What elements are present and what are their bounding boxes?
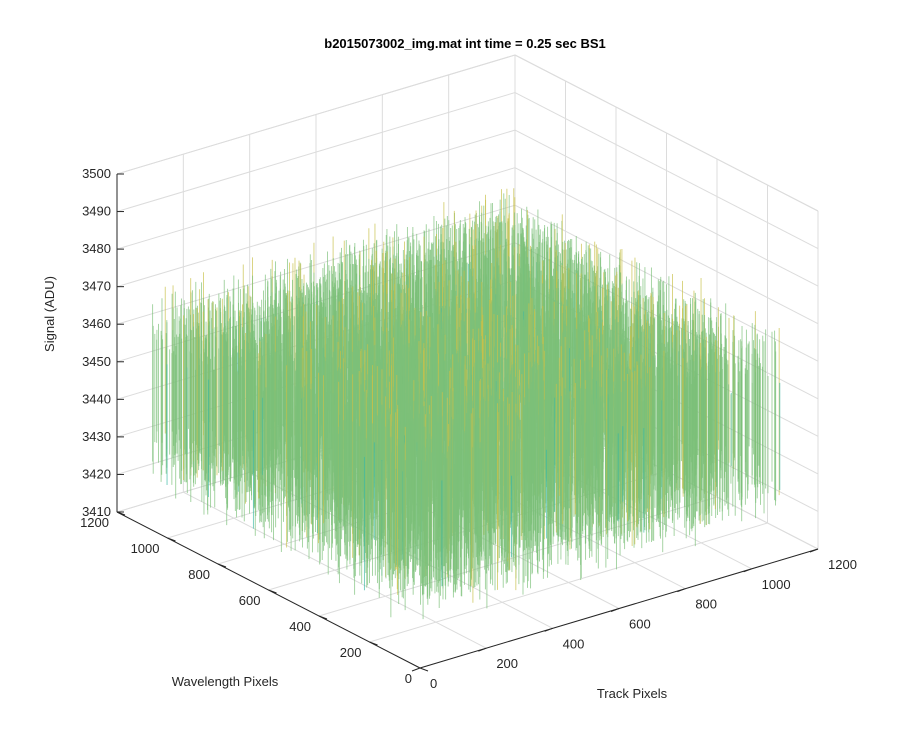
surface-layer: [152, 188, 781, 620]
gridline-y: [369, 522, 768, 643]
box-edge: [514, 54, 819, 212]
gridline-y: [318, 496, 718, 617]
box-edge: [116, 54, 516, 175]
